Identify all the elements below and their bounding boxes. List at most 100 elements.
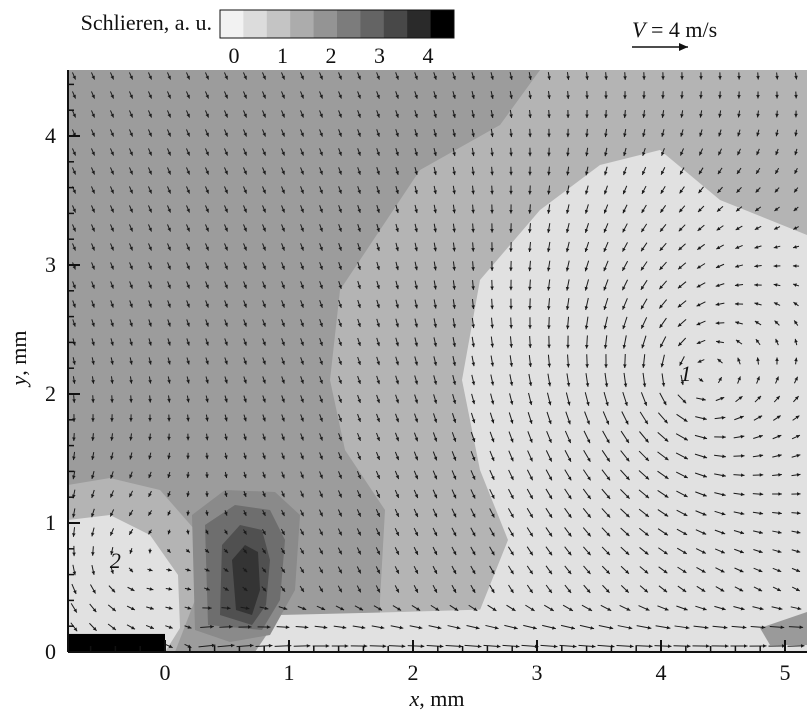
velocity-vector-head <box>357 227 361 232</box>
velocity-vector-head <box>773 283 778 287</box>
velocity-vector-head <box>490 324 494 329</box>
velocity-vector-head <box>778 511 782 515</box>
velocity-vector-head <box>357 323 361 327</box>
velocity-vector-head <box>433 190 437 195</box>
velocity-vector-head <box>414 209 418 214</box>
velocity-vector-head <box>587 532 591 537</box>
velocity-vector-head <box>433 152 437 156</box>
velocity-vector-head <box>661 76 665 80</box>
velocity-vector-head <box>243 208 247 213</box>
velocity-vector-head <box>645 475 650 480</box>
velocity-vector-head <box>268 643 273 648</box>
velocity-vector-head <box>604 114 608 118</box>
velocity-vector-head <box>796 530 801 534</box>
velocity-vector-head <box>774 207 779 211</box>
velocity-vector-head <box>702 416 707 421</box>
velocity-vector-head <box>247 625 252 629</box>
velocity-vector-head <box>395 247 399 252</box>
velocity-vector-head <box>452 324 457 328</box>
velocity-vector-head <box>696 265 701 269</box>
velocity-vector-head <box>661 151 665 156</box>
velocity-vector-head <box>243 151 247 156</box>
velocity-vector-head <box>281 417 285 422</box>
velocity-vector-head <box>91 475 95 479</box>
velocity-vector-head <box>471 570 476 575</box>
velocity-vector-head <box>509 76 513 80</box>
velocity-vector-head <box>224 227 228 232</box>
velocity-vector-head <box>129 341 133 346</box>
velocity-vector-head <box>642 383 647 388</box>
velocity-vector-head <box>319 512 323 517</box>
velocity-vector-head <box>205 568 210 572</box>
velocity-vector-head <box>471 114 475 118</box>
velocity-vector-head <box>110 227 114 232</box>
velocity-vector-head <box>205 341 209 346</box>
velocity-vector-head <box>452 381 457 385</box>
velocity-vector-head <box>532 626 537 630</box>
velocity-vector-head <box>780 625 785 630</box>
velocity-vector-head <box>357 418 361 422</box>
velocity-vector-head <box>697 246 702 250</box>
velocity-vector-head <box>567 570 572 575</box>
velocity-vector-head <box>704 625 709 630</box>
velocity-vector-head <box>776 415 781 419</box>
velocity-vector-head <box>433 228 437 233</box>
velocity-vector-head <box>648 644 653 649</box>
velocity-vector-head <box>680 132 684 137</box>
velocity-vector-head <box>641 344 645 349</box>
velocity-vector-head <box>167 455 171 460</box>
velocity-vector-head <box>491 532 495 537</box>
velocity-vector-head <box>92 608 97 613</box>
velocity-vector-head <box>319 455 323 460</box>
velocity-vector-head <box>759 453 764 458</box>
velocity-vector-head <box>603 209 608 214</box>
velocity-vector-head <box>376 323 380 328</box>
velocity-vector-head <box>758 587 763 592</box>
velocity-vector-head <box>148 511 152 516</box>
velocity-vector-head <box>471 305 475 309</box>
velocity-vector-head <box>664 531 668 536</box>
velocity-vector-head <box>229 625 233 629</box>
velocity-vector-head <box>395 531 399 536</box>
velocity-vector-head <box>395 456 400 461</box>
velocity-vector-head <box>553 644 558 649</box>
velocity-vector-head <box>167 208 171 213</box>
velocity-vector-head <box>677 284 682 289</box>
velocity-vector-head <box>736 188 741 193</box>
velocity-vector-head <box>91 399 95 403</box>
velocity-vector-head <box>262 246 266 251</box>
velocity-vector-head <box>490 362 495 367</box>
velocity-vector-head <box>796 568 801 572</box>
velocity-vector-head <box>586 439 591 444</box>
velocity-vector-head <box>110 418 114 422</box>
velocity-vector-head <box>224 246 228 251</box>
velocity-vector-head <box>491 570 495 575</box>
velocity-vector-head <box>148 398 152 403</box>
velocity-vector-head <box>72 513 76 518</box>
velocity-vector-head <box>433 247 437 252</box>
velocity-vector-head <box>262 530 266 535</box>
velocity-vector-head <box>357 361 361 365</box>
velocity-vector-head <box>678 227 683 232</box>
velocity-vector-head <box>243 417 247 422</box>
velocity-vector-head <box>167 265 171 270</box>
velocity-vector-head <box>433 361 438 366</box>
velocity-vector-head <box>186 568 191 572</box>
velocity-vector-head <box>211 643 216 648</box>
x-tick-label: 0 <box>160 660 171 685</box>
velocity-vector-head <box>794 132 798 137</box>
velocity-vector-head <box>699 132 703 137</box>
velocity-vector-head <box>456 625 461 630</box>
velocity-vector-head <box>762 644 767 648</box>
velocity-vector-head <box>490 286 494 291</box>
velocity-vector-head <box>794 338 798 343</box>
velocity-vector-head <box>338 303 342 308</box>
velocity-vector-head <box>664 494 669 498</box>
velocity-vector-head <box>186 113 190 118</box>
velocity-vector-head <box>702 512 707 516</box>
colorbar-tick-label: 1 <box>277 43 288 68</box>
velocity-vector-head <box>187 625 192 629</box>
velocity-vector-head <box>205 170 209 175</box>
velocity-vector-head <box>756 94 760 99</box>
velocity-vector-head <box>300 588 304 592</box>
